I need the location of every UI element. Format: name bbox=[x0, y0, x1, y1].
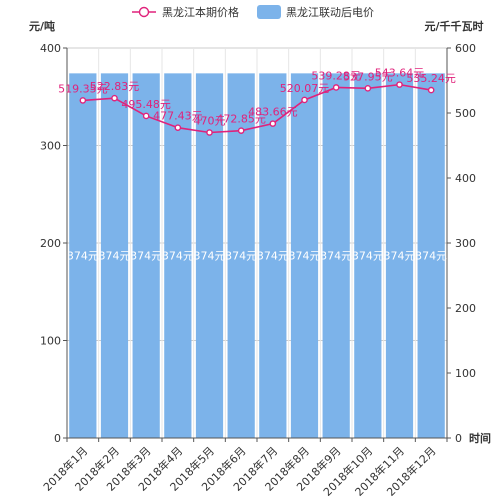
line-value-label: 520.07元 bbox=[280, 82, 330, 95]
right-tick-label: 600 bbox=[455, 42, 476, 55]
line-point-8 bbox=[301, 96, 308, 104]
line-point-10 bbox=[364, 85, 372, 92]
legend-line-label: 黑龙江本期价格 bbox=[162, 5, 239, 19]
bar-6 bbox=[227, 73, 255, 438]
left-tick-label: 300 bbox=[40, 140, 61, 153]
left-axis-title: 元/吨 bbox=[29, 19, 55, 33]
right-axis-title: 元/千千瓦时 bbox=[424, 19, 483, 33]
bar-value-label: 374元 bbox=[162, 250, 194, 263]
left-tick-label: 400 bbox=[40, 42, 61, 55]
bar-7 bbox=[259, 73, 287, 438]
legend-bar-label: 黑龙江联动后电价 bbox=[286, 6, 374, 19]
bar-4 bbox=[164, 73, 192, 438]
bar-9 bbox=[322, 73, 350, 438]
bar-1 bbox=[69, 73, 97, 438]
line-value-label: 539.28元 bbox=[311, 69, 361, 82]
line-point-3 bbox=[142, 112, 150, 120]
line-point-4 bbox=[174, 124, 182, 131]
line-value-label: 519.35元 bbox=[58, 82, 108, 95]
bar-value-label: 374元 bbox=[289, 250, 321, 263]
x-axis-title: 时间 bbox=[469, 431, 491, 445]
line-value-label: 470元 bbox=[194, 115, 226, 128]
line-value-label: 477.43元 bbox=[153, 110, 203, 123]
line-series-path bbox=[82, 83, 432, 134]
line-value-label: 537.95元 bbox=[343, 70, 393, 83]
bar-12 bbox=[417, 73, 445, 438]
right-tick-label: 500 bbox=[455, 107, 476, 120]
right-tick-label: 100 bbox=[455, 367, 476, 380]
line-value-label: 495.48元 bbox=[121, 98, 171, 111]
left-tick-label: 200 bbox=[40, 237, 61, 250]
line-point-1 bbox=[79, 97, 87, 104]
right-tick-label: 300 bbox=[455, 237, 476, 250]
bar-value-label: 374元 bbox=[352, 250, 384, 263]
bar-value-label: 374元 bbox=[415, 250, 447, 263]
legend-line-marker bbox=[138, 6, 150, 18]
bar-2 bbox=[100, 73, 129, 438]
line-point-12 bbox=[427, 86, 435, 94]
bar-value-label: 374元 bbox=[99, 250, 131, 263]
bar-value-label: 374元 bbox=[225, 250, 257, 263]
line-point-9 bbox=[332, 84, 340, 91]
right-tick-label: 400 bbox=[455, 172, 476, 185]
legend-bar-swatch bbox=[257, 5, 281, 19]
bar-value-label: 374元 bbox=[384, 250, 416, 263]
line-point-7 bbox=[269, 120, 277, 127]
line-point-5 bbox=[206, 129, 213, 136]
bar-8 bbox=[290, 73, 319, 438]
line-point-2 bbox=[111, 94, 118, 102]
bar-3 bbox=[132, 73, 160, 438]
bar-value-label: 374元 bbox=[130, 250, 162, 263]
line-point-11 bbox=[396, 81, 403, 88]
left-tick-label: 100 bbox=[40, 335, 61, 348]
right-tick-label: 0 bbox=[455, 432, 462, 445]
bar-11 bbox=[385, 73, 414, 438]
bar-10 bbox=[354, 73, 382, 438]
line-value-label: 522.83元 bbox=[90, 80, 140, 93]
bar-value-label: 374元 bbox=[320, 250, 352, 263]
left-tick-label: 0 bbox=[54, 432, 61, 445]
bar-value-label: 374元 bbox=[67, 250, 99, 263]
bar-value-label: 374元 bbox=[194, 250, 226, 263]
line-value-label: 483.66元 bbox=[248, 106, 298, 119]
line-value-label: 535.24元 bbox=[406, 72, 456, 85]
line-value-label: 472.85元 bbox=[216, 113, 266, 126]
line-value-label: 543.64元 bbox=[375, 67, 425, 80]
bar-value-label: 374元 bbox=[257, 250, 289, 263]
right-tick-label: 200 bbox=[455, 302, 476, 315]
line-point-6 bbox=[237, 127, 245, 134]
